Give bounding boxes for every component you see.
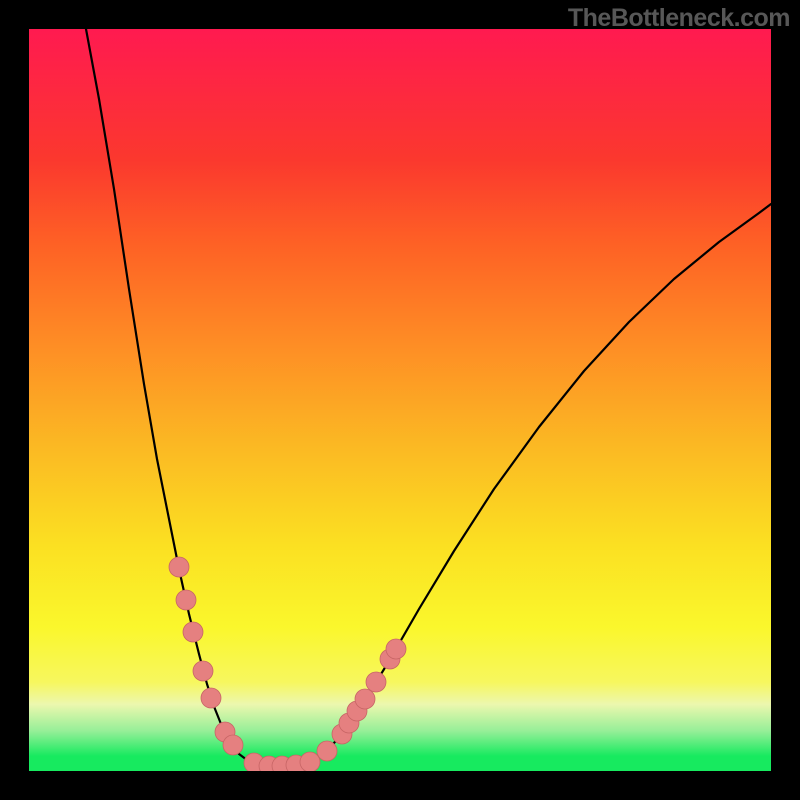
chart-overlay xyxy=(29,29,771,771)
marker-group xyxy=(169,557,406,771)
data-marker xyxy=(386,639,406,659)
data-marker xyxy=(317,741,337,761)
data-marker xyxy=(201,688,221,708)
bottleneck-curve xyxy=(86,29,771,766)
data-marker xyxy=(169,557,189,577)
plot-area xyxy=(29,29,771,771)
data-marker xyxy=(223,735,243,755)
data-marker xyxy=(300,752,320,771)
data-marker xyxy=(355,689,375,709)
watermark-text: TheBottleneck.com xyxy=(568,4,790,33)
data-marker xyxy=(176,590,196,610)
data-marker xyxy=(193,661,213,681)
data-marker xyxy=(183,622,203,642)
data-marker xyxy=(366,672,386,692)
